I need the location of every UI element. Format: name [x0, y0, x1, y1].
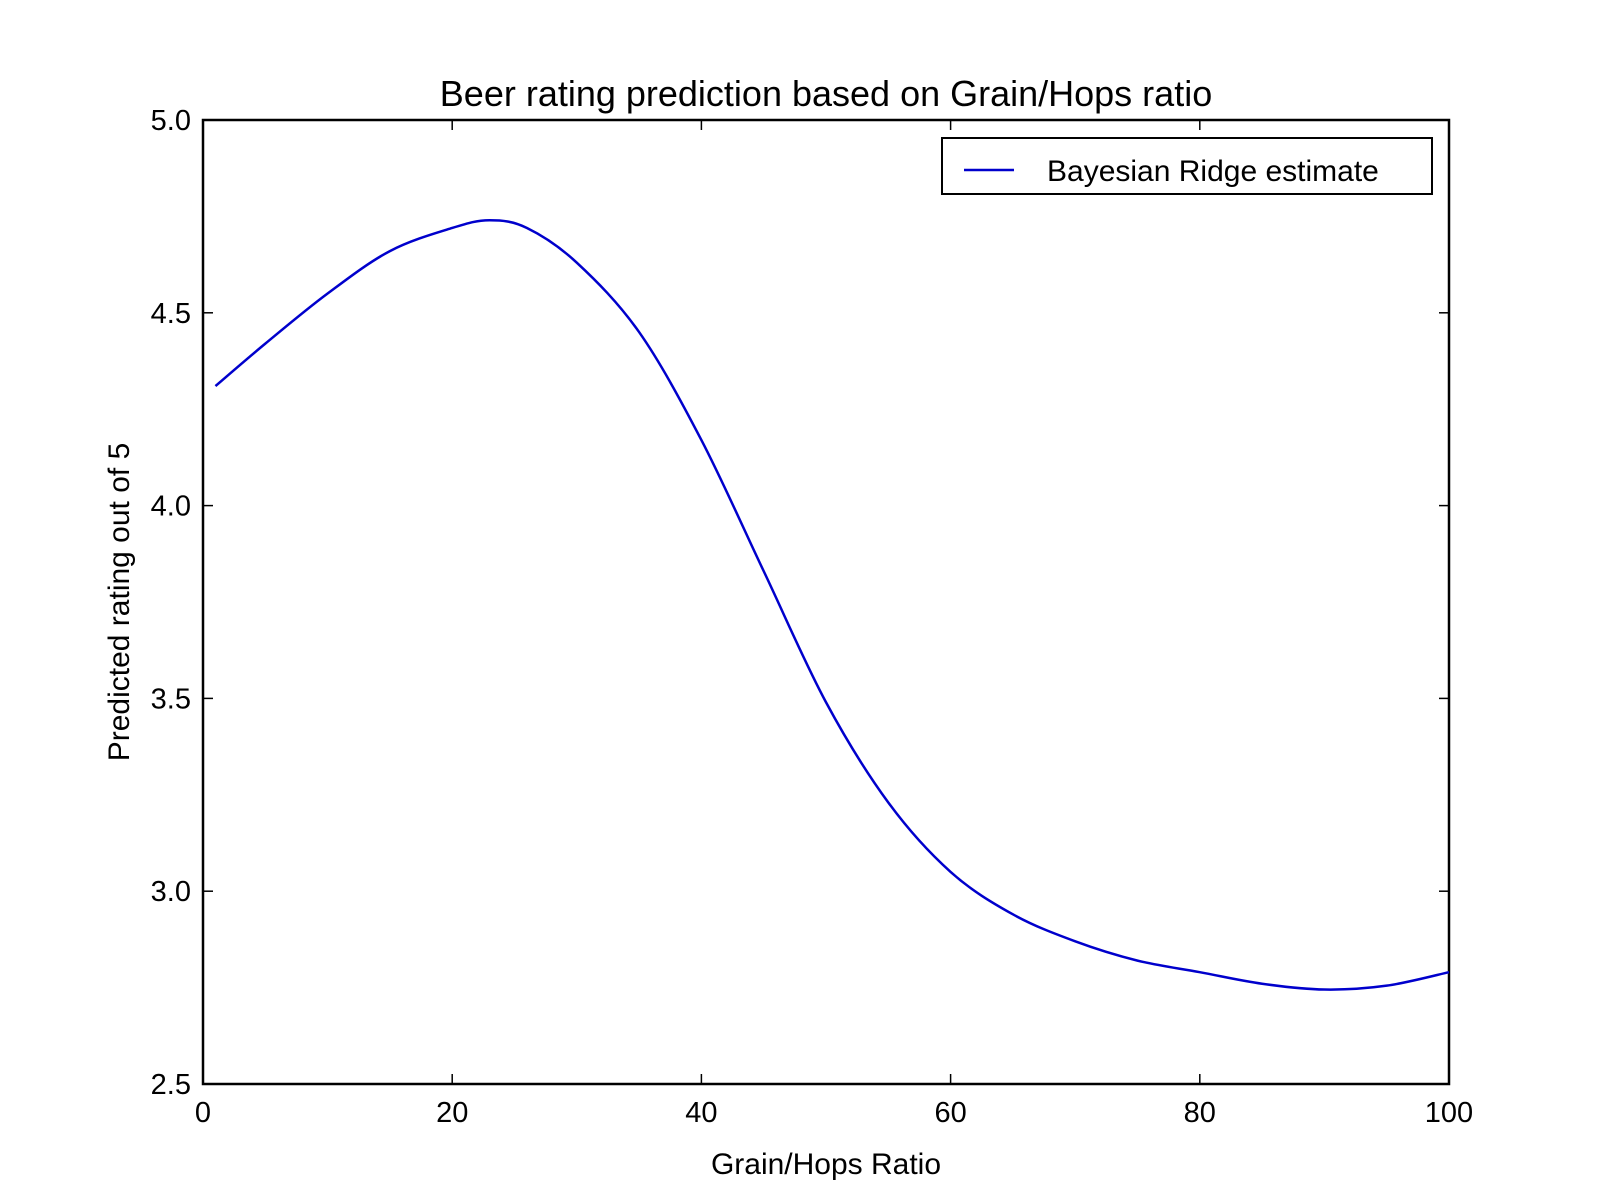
- x-tick-label: 60: [934, 1097, 966, 1129]
- x-tick-label: 40: [685, 1097, 717, 1129]
- legend: Bayesian Ridge estimate: [941, 137, 1433, 195]
- chart-title: Beer rating prediction based on Grain/Ho…: [440, 73, 1212, 114]
- y-tick-label: 5.0: [151, 105, 191, 137]
- x-tick-label: 100: [1425, 1097, 1473, 1129]
- y-axis-label: Predicted rating out of 5: [103, 443, 136, 762]
- plot-area: [201, 118, 1451, 1086]
- x-tick-label: 80: [1184, 1097, 1216, 1129]
- x-axis: 0 20 40 60 80 100: [195, 120, 1473, 1129]
- y-tick-label: 2.5: [151, 1069, 191, 1101]
- series-layer: [214, 219, 1450, 991]
- y-tick-label: 4.0: [151, 491, 191, 523]
- x-axis-label: Grain/Hops Ratio: [711, 1148, 941, 1181]
- series-line-0: [214, 219, 1450, 991]
- x-tick-label: 0: [195, 1097, 211, 1129]
- legend-box: [941, 137, 1433, 195]
- x-tick-label: 20: [436, 1097, 468, 1129]
- y-tick-label: 3.5: [151, 683, 191, 715]
- legend-item-label: Bayesian Ridge estimate: [1047, 155, 1379, 188]
- plot-border: [201, 118, 1451, 1086]
- y-tick-label: 3.0: [151, 876, 191, 908]
- y-axis: 2.5 3.0 3.5 4.0 4.5 5.0: [151, 105, 1449, 1101]
- y-tick-label: 4.5: [151, 298, 191, 330]
